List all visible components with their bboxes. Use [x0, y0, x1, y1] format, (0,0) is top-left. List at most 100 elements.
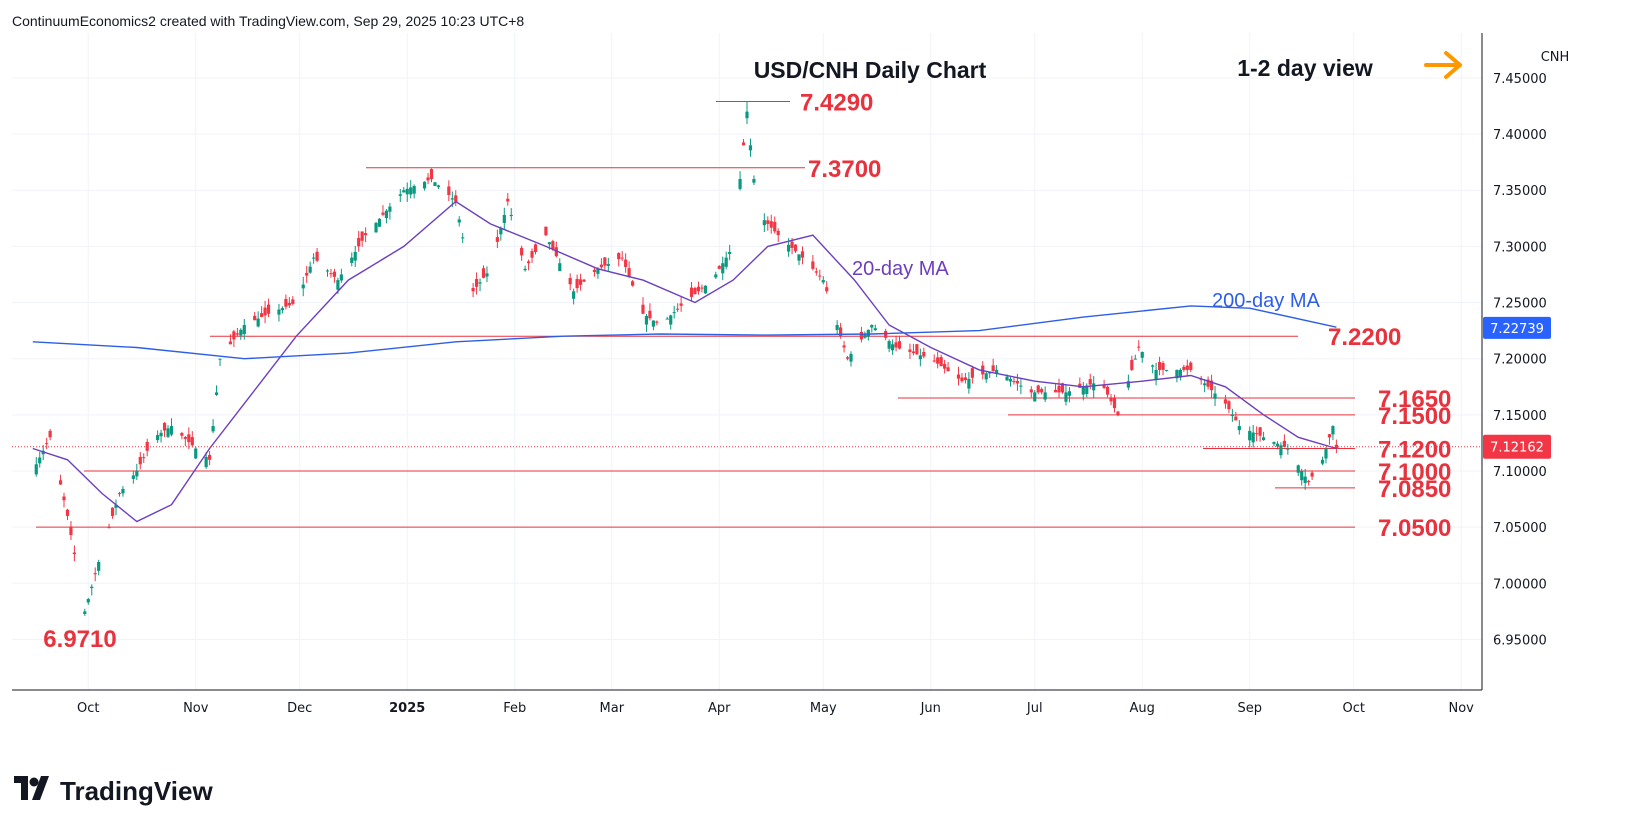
- candle-body: [1151, 365, 1155, 367]
- candle-body: [891, 344, 895, 351]
- y-tick-label: 7.15000: [1493, 409, 1547, 424]
- candle-body: [208, 454, 212, 460]
- candle-body: [894, 342, 898, 348]
- candle-body: [1227, 401, 1231, 410]
- candle-body: [180, 433, 184, 436]
- candle-body: [676, 308, 680, 310]
- x-tick-label: Aug: [1130, 701, 1155, 716]
- y-tick-label: 7.10000: [1493, 465, 1547, 480]
- candle-body: [1019, 385, 1023, 387]
- candle-body: [214, 392, 219, 395]
- candle-body: [1157, 362, 1162, 370]
- view-label: 1-2 day view: [1237, 55, 1373, 81]
- candle-body: [651, 320, 655, 327]
- candle-body: [412, 186, 416, 194]
- candle-body: [1033, 392, 1037, 402]
- candle-body: [936, 357, 940, 364]
- candle-body: [1324, 448, 1328, 459]
- candle-body: [187, 434, 191, 443]
- candle-body: [381, 212, 385, 215]
- x-tick-label: 2025: [389, 701, 425, 716]
- candle-body: [1189, 362, 1193, 370]
- candle-body: [769, 221, 773, 228]
- candle-body: [960, 377, 964, 382]
- candle-body: [350, 257, 354, 263]
- candle-body: [1137, 346, 1141, 348]
- candle-body: [211, 426, 215, 432]
- candle-body: [204, 456, 208, 468]
- candle-body: [360, 231, 364, 241]
- level-label: 7.4290: [800, 90, 873, 117]
- candle-body: [1230, 414, 1234, 417]
- level-label: 7.0500: [1378, 515, 1451, 542]
- level-label: 6.9710: [43, 626, 116, 653]
- candle-body: [336, 280, 340, 290]
- candle-body: [138, 456, 142, 465]
- candle-body: [1209, 380, 1214, 391]
- candle-body: [308, 266, 312, 273]
- candle-body: [911, 351, 916, 354]
- candle-body: [461, 237, 465, 239]
- candle-body: [86, 599, 90, 603]
- candle-body: [1036, 385, 1040, 393]
- candle-body: [447, 186, 451, 196]
- candle-body: [533, 244, 538, 252]
- candle-body: [773, 221, 777, 232]
- x-tick-label: Jun: [920, 701, 941, 716]
- candle-body: [1154, 369, 1158, 380]
- candle-body: [110, 507, 115, 516]
- x-tick-label: Apr: [708, 701, 731, 716]
- x-tick-label: Oct: [1342, 701, 1364, 716]
- candle-body: [793, 244, 798, 252]
- candle-body: [839, 327, 843, 337]
- candle-body: [1320, 459, 1325, 464]
- ma200-line: [32, 305, 1337, 360]
- candle-body: [1248, 430, 1252, 441]
- x-tick-label: Feb: [503, 701, 526, 716]
- candle-body: [481, 268, 486, 278]
- candle-body: [1175, 369, 1179, 379]
- candle-body: [641, 304, 645, 314]
- y-tick-label: 7.45000: [1493, 72, 1547, 87]
- candle-body: [232, 331, 236, 340]
- candle-body: [1085, 385, 1089, 394]
- level-label: 7.0850: [1378, 476, 1451, 503]
- candle-body: [162, 422, 167, 431]
- candle-body: [325, 270, 330, 272]
- candle-body: [1237, 426, 1241, 431]
- candle-body: [908, 349, 912, 352]
- candle-body: [523, 268, 527, 271]
- candle-body: [38, 457, 42, 464]
- candle-body: [811, 261, 815, 269]
- candle-body: [665, 318, 669, 320]
- candle-body: [1116, 411, 1120, 415]
- candle-body: [624, 259, 628, 267]
- candle-body: [83, 611, 87, 614]
- candle-body: [1005, 376, 1009, 381]
- candle-body: [433, 182, 437, 186]
- candle-body: [672, 312, 676, 314]
- candle-body: [932, 360, 936, 362]
- candle-body: [787, 244, 791, 252]
- candle-body: [256, 318, 260, 327]
- candle-body: [1296, 465, 1300, 473]
- candle-body: [194, 448, 198, 459]
- candle-body: [752, 179, 756, 183]
- ma200-badge: [1483, 316, 1551, 339]
- candle-body: [1206, 379, 1210, 387]
- candle-body: [1060, 383, 1065, 393]
- candle-body: [1126, 381, 1130, 388]
- candle-body: [762, 220, 766, 226]
- candle-body: [72, 552, 77, 555]
- candle-body: [450, 198, 454, 200]
- candle-body: [592, 269, 597, 273]
- candle-body: [1161, 363, 1165, 370]
- candle-body: [606, 264, 610, 266]
- candle-body: [679, 303, 683, 306]
- candle-body: [58, 480, 63, 485]
- candle-body: [617, 253, 621, 260]
- candle-body: [849, 353, 853, 362]
- candle-body: [554, 247, 558, 257]
- y-tick-label: 7.00000: [1493, 577, 1547, 592]
